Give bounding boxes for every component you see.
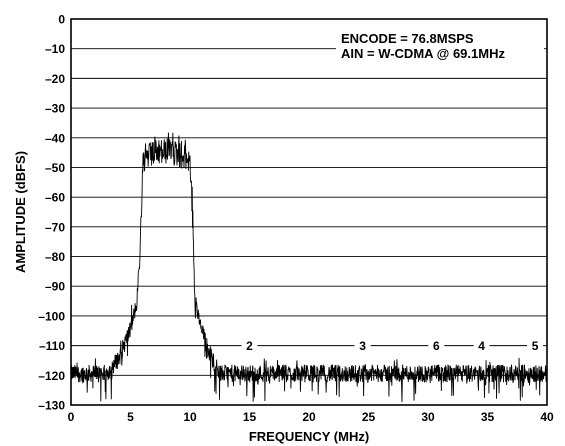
y-tick-label: –10 <box>45 42 65 56</box>
y-tick-label: –50 <box>45 161 65 175</box>
x-tick-label: 40 <box>540 410 554 424</box>
y-tick-label: –40 <box>45 131 65 145</box>
y-tick-label: –90 <box>45 280 65 294</box>
x-tick-label: 5 <box>127 410 134 424</box>
x-tick-label: 15 <box>243 410 257 424</box>
x-tick-label: 0 <box>68 410 75 424</box>
harmonic-marker-bg <box>241 338 258 353</box>
x-tick-label: 25 <box>362 410 376 424</box>
x-tick-label: 10 <box>183 410 197 424</box>
y-tick-label: –70 <box>45 220 65 234</box>
harmonic-marker: 5 <box>532 339 539 353</box>
annotation-encode: ENCODE = 76.8MSPS <box>341 31 474 46</box>
harmonic-marker-bg <box>428 338 445 353</box>
y-tick-label: 0 <box>58 13 65 27</box>
x-axis-label: FREQUENCY (MHz) <box>249 429 369 444</box>
annotation-background <box>336 30 544 63</box>
harmonic-marker-bg <box>527 338 544 353</box>
y-tick-label: –110 <box>39 339 65 353</box>
plot-frame <box>70 18 548 406</box>
harmonic-marker-bg <box>354 338 371 353</box>
grid-lines <box>71 48 547 376</box>
x-tick-label: 30 <box>421 410 435 424</box>
harmonic-marker: 3 <box>359 339 366 353</box>
spectrum-line <box>70 132 548 403</box>
x-tick-label: 35 <box>481 410 495 424</box>
y-tick-label: –100 <box>38 309 65 323</box>
y-tick-label: –30 <box>45 102 65 116</box>
y-tick-label: –60 <box>45 191 65 205</box>
annotation-ain: AIN = W-CDMA @ 69.1MHz <box>341 46 505 61</box>
harmonic-marker: 6 <box>433 339 440 353</box>
y-tick-label: –80 <box>45 250 65 264</box>
harmonic-marker: 2 <box>246 339 253 353</box>
harmonic-marker-bg <box>473 338 490 353</box>
x-tick-labels: 0 5 10 15 20 25 30 35 40 <box>68 410 554 424</box>
y-tick-label: –120 <box>38 369 65 383</box>
y-tick-label: –130 <box>38 399 65 413</box>
x-tick-label: 20 <box>302 410 316 424</box>
y-tick-label: –20 <box>45 72 65 86</box>
harmonic-marker: 4 <box>478 339 485 353</box>
y-tick-labels: 0 –10 –20 –30 –40 –50 –60 –70 –80 –90 –100 –110 –120… <box>38 13 65 413</box>
harmonic-markers: 2 3 6 4 5 <box>241 338 544 353</box>
spectrum-trace <box>70 132 548 403</box>
y-axis-label: AMPLITUDE (dBFS) <box>13 151 28 273</box>
